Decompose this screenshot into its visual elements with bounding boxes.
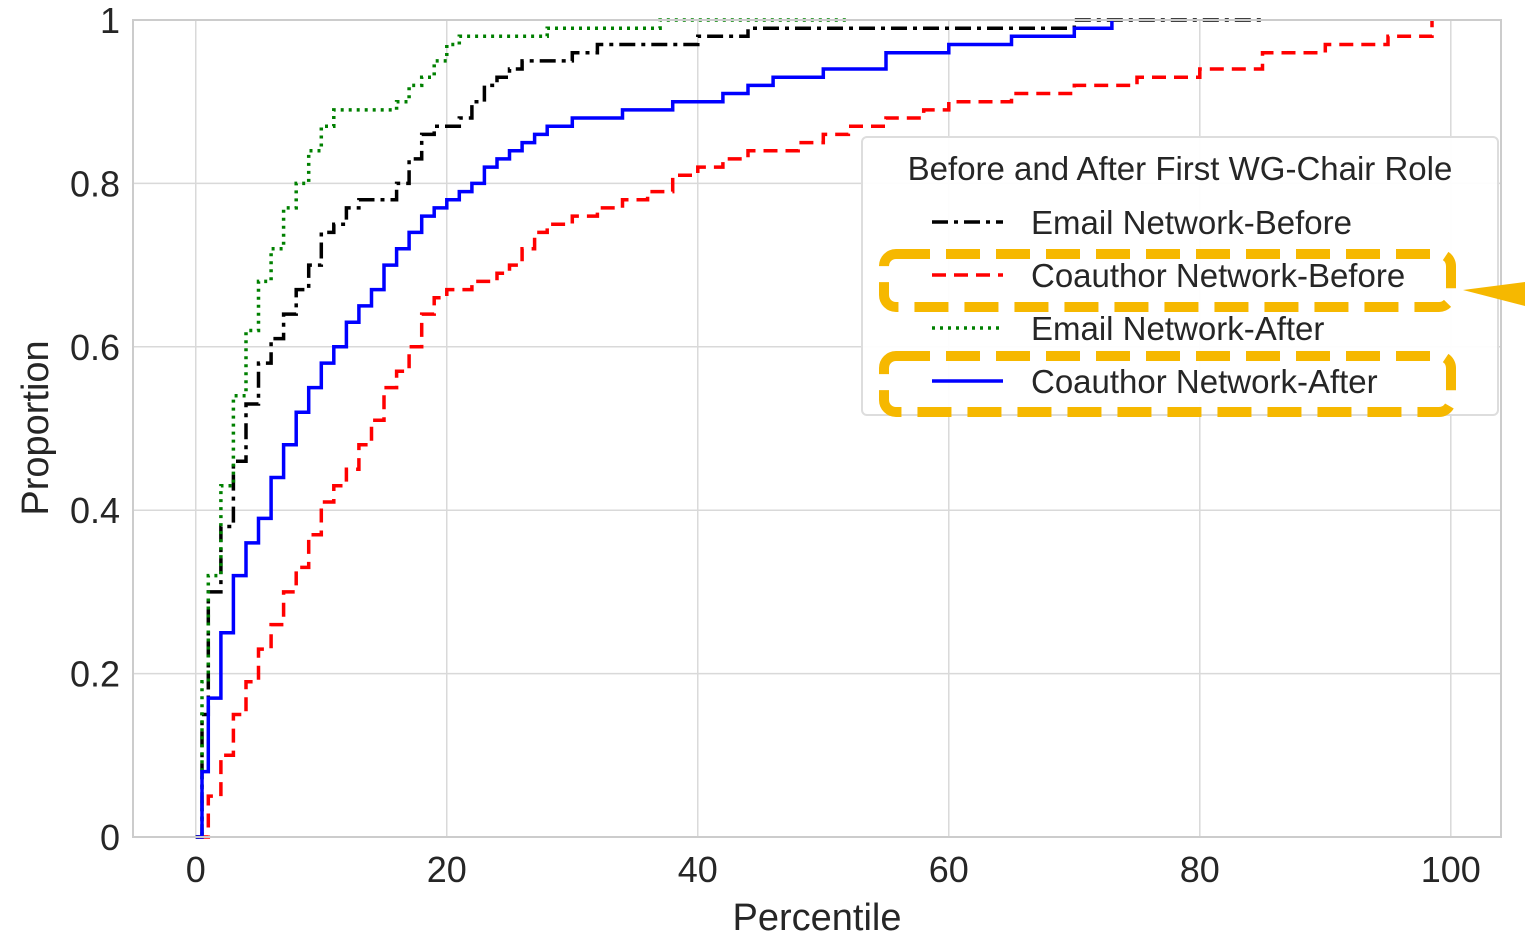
x-tick-label: 60 — [929, 849, 969, 890]
highlight-box-coauthor-after — [879, 351, 1456, 417]
series-line-coauthor-network-after — [195, 20, 1114, 839]
series-line-email-network-after — [195, 18, 849, 839]
legend-label-coauthor-network-after: Coauthor Network-After — [1031, 363, 1378, 400]
y-tick-label: 0.6 — [70, 327, 120, 368]
y-tick-label: 0.8 — [70, 163, 120, 204]
series-layer — [195, 18, 1434, 839]
series-line-coauthor-network-before — [195, 20, 1434, 839]
y-tick-label: 0 — [100, 817, 120, 858]
x-tick-label: 80 — [1180, 849, 1220, 890]
series-line-email-network-before — [195, 18, 1263, 839]
y-tick-label: 0.4 — [70, 490, 120, 531]
legend-label-email-network-after: Email Network-After — [1031, 310, 1324, 347]
y-axis-label: Proportion — [15, 340, 57, 515]
x-ticks: 0 20 40 60 80 100 — [186, 849, 1481, 890]
callout-arrow-icon — [1463, 282, 1525, 306]
highlight-box-coauthor-before — [879, 249, 1456, 312]
x-tick-label: 0 — [186, 849, 206, 890]
x-tick-label: 40 — [678, 849, 718, 890]
x-axis-label: Percentile — [733, 897, 902, 939]
y-tick-label: 0.2 — [70, 654, 120, 695]
legend-label-coauthor-network-before: Coauthor Network-Before — [1031, 257, 1405, 294]
x-tick-label: 20 — [427, 849, 467, 890]
x-tick-label: 100 — [1421, 849, 1481, 890]
y-ticks: 0 0.2 0.4 0.6 0.8 1 — [70, 0, 120, 858]
plot-frame — [132, 19, 1502, 838]
legend-title: Before and After First WG-Chair Role — [908, 150, 1453, 187]
legend-label-email-network-before: Email Network-Before — [1031, 204, 1352, 241]
legend: Before and After First WG-Chair Role Ema… — [861, 136, 1525, 417]
legend-entries: Email Network-Before Coauthor Network-Bef… — [932, 204, 1405, 400]
y-tick-label: 1 — [100, 0, 120, 41]
